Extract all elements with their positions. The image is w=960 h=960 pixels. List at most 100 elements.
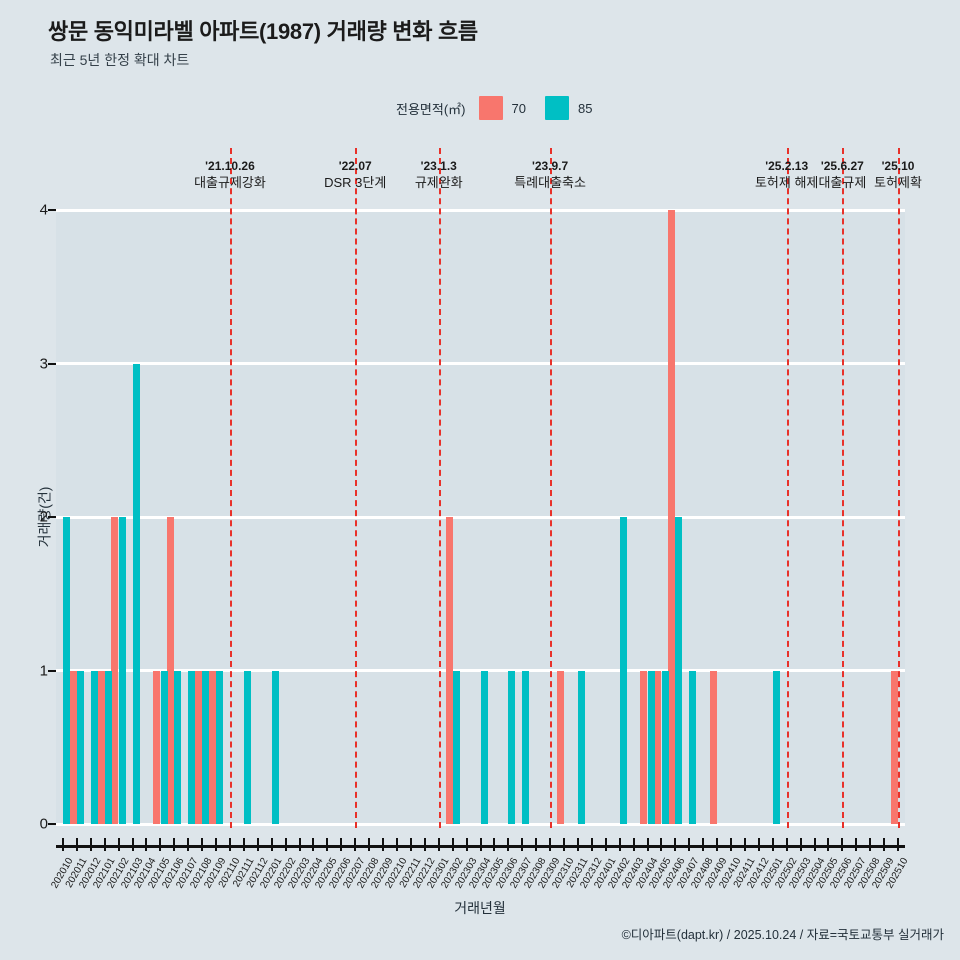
legend-swatch-85[interactable] xyxy=(544,96,569,120)
bar-70-202109[interactable] xyxy=(208,670,216,824)
bar-85-202307[interactable] xyxy=(522,670,530,824)
annotation-text: 규제완화 xyxy=(414,175,463,191)
x-tick-202110 xyxy=(228,838,231,851)
x-tick-202103 xyxy=(131,838,134,851)
x-tick-202405 xyxy=(660,838,663,851)
bar-70-202404[interactable] xyxy=(640,670,648,824)
bar-85-202012[interactable] xyxy=(90,670,98,824)
bar-85-202109[interactable] xyxy=(216,670,224,824)
y-tick-mark-1 xyxy=(48,669,56,672)
annotation-date: '25.10 xyxy=(881,159,915,173)
x-tick-202210 xyxy=(395,838,398,851)
bar-85-202010[interactable] xyxy=(63,517,71,824)
annotation-date: '23.9.7 xyxy=(531,159,569,173)
bar-85-202304[interactable] xyxy=(480,670,488,824)
annotation-text: 토허제확 xyxy=(874,175,922,191)
legend-title: 전용면적(㎡) xyxy=(396,101,466,117)
x-tick-202406 xyxy=(674,838,677,851)
x-tick-202407 xyxy=(688,838,691,851)
bar-85-202402[interactable] xyxy=(619,517,627,824)
bar-85-202103[interactable] xyxy=(132,363,140,824)
x-tick-202108 xyxy=(201,838,204,851)
x-tick-202508 xyxy=(869,838,872,851)
gridline-2 xyxy=(56,515,905,519)
x-tick-202401 xyxy=(604,838,607,851)
bar-85-202101[interactable] xyxy=(104,670,112,824)
bar-85-202106[interactable] xyxy=(174,670,182,824)
bar-70-202101[interactable] xyxy=(97,670,105,824)
x-tick-202305 xyxy=(493,838,496,851)
x-tick-202207 xyxy=(354,838,357,851)
event-line-202301 xyxy=(438,148,441,828)
bar-85-202108[interactable] xyxy=(202,670,210,824)
x-axis-title: 거래년월 xyxy=(454,900,506,916)
x-tick-202209 xyxy=(382,838,385,851)
x-tick-202411 xyxy=(743,838,746,851)
bar-70-202405[interactable] xyxy=(654,670,662,824)
x-tick-202307 xyxy=(521,838,524,851)
x-tick-202104 xyxy=(145,838,148,851)
annotation-202506: '25.6.27 대출규제 xyxy=(818,158,866,192)
bar-70-202406[interactable] xyxy=(668,210,676,824)
x-tick-202109 xyxy=(215,838,218,851)
bar-85-202407[interactable] xyxy=(689,670,697,824)
annotation-202510: '25.10 토허제확 xyxy=(874,158,922,192)
y-tick-1: 1 xyxy=(39,662,48,679)
y-tick-mark-3 xyxy=(48,362,56,365)
x-tick-202410 xyxy=(730,838,733,851)
annotation-202301: '23.1.3 규제완화 xyxy=(415,158,463,192)
bar-70-202102[interactable] xyxy=(111,517,119,824)
annotation-text: 대출규제 xyxy=(818,175,867,191)
x-tick-202203 xyxy=(298,838,301,851)
bar-70-202011[interactable] xyxy=(69,670,77,824)
annotation-202207: '22.07 DSR 3단계 xyxy=(324,158,386,192)
annotation-202502: '25.2.13 토허제 해제 xyxy=(755,158,818,192)
legend-swatch-70[interactable] xyxy=(478,96,503,120)
bar-85-202107[interactable] xyxy=(188,670,196,824)
x-tick-202303 xyxy=(465,838,468,851)
bar-85-202405[interactable] xyxy=(661,670,669,824)
annotation-date: '21.10.26 xyxy=(205,159,255,173)
x-tick-202111 xyxy=(242,838,245,851)
bar-85-202311[interactable] xyxy=(578,670,586,824)
bar-70-202510[interactable] xyxy=(890,670,898,824)
gridline-1 xyxy=(56,669,905,672)
bar-70-202310[interactable] xyxy=(556,670,564,824)
event-line-202510 xyxy=(898,148,901,828)
annotation-date: '23.1.3 xyxy=(420,159,457,173)
x-tick-202404 xyxy=(646,838,649,851)
bar-85-202201[interactable] xyxy=(271,670,279,824)
event-line-202502 xyxy=(786,148,789,828)
x-tick-202412 xyxy=(757,838,760,851)
x-tick-202505 xyxy=(827,838,830,851)
bar-85-202501[interactable] xyxy=(772,670,780,824)
bar-85-202011[interactable] xyxy=(77,670,85,824)
legend-label-70: 70 xyxy=(511,100,526,116)
bar-85-202102[interactable] xyxy=(118,517,126,824)
bar-85-202406[interactable] xyxy=(675,517,683,824)
x-tick-202510 xyxy=(897,838,900,851)
x-tick-202408 xyxy=(702,838,705,851)
footer-credit: ©디아파트(dapt.kr) / 2025.10.24 / 자료=국토교통부 실… xyxy=(621,928,944,942)
annotation-text: 토허제 해제 xyxy=(754,175,819,191)
bar-85-202105[interactable] xyxy=(160,670,168,824)
x-tick-202212 xyxy=(423,838,426,851)
x-tick-202302 xyxy=(451,838,454,851)
bar-70-202105[interactable] xyxy=(153,670,161,824)
x-tick-202312 xyxy=(590,838,593,851)
bar-85-202306[interactable] xyxy=(508,670,516,824)
page-subtitle: 최근 5년 한정 확대 차트 xyxy=(50,52,190,68)
bar-85-202111[interactable] xyxy=(244,670,252,824)
bar-70-202106[interactable] xyxy=(167,517,175,824)
y-tick-mark-2 xyxy=(48,516,56,518)
bar-70-202302[interactable] xyxy=(445,517,453,824)
bar-85-202302[interactable] xyxy=(452,670,460,824)
bar-70-202409[interactable] xyxy=(709,670,717,824)
gridline-3 xyxy=(56,362,905,365)
x-tick-202509 xyxy=(883,838,886,851)
x-tick-202402 xyxy=(618,838,621,851)
annotation-text: 대출규제강화 xyxy=(194,175,266,191)
bar-85-202404[interactable] xyxy=(647,670,655,824)
bar-70-202108[interactable] xyxy=(194,670,202,824)
